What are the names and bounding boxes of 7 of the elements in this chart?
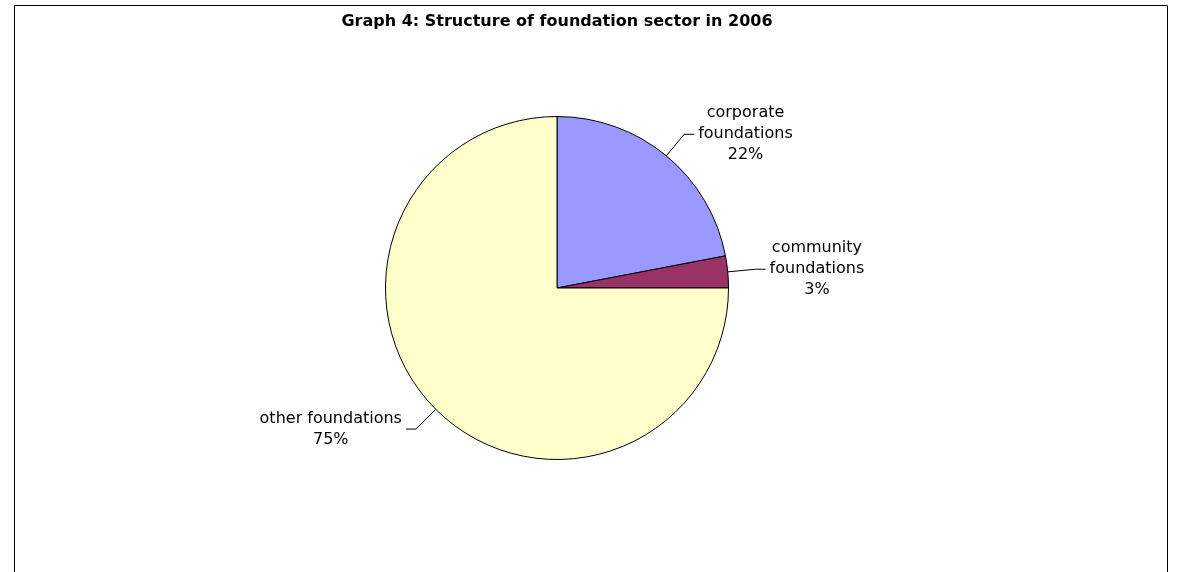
data-label: 75% — [312, 428, 349, 448]
chart-title: Graph 4: Structure of foundation sector in 2006 — [341, 11, 773, 31]
data-label: 3% — [804, 279, 830, 299]
slice-label: corporate foundations — [698, 102, 793, 143]
slice-label: other foundations — [259, 407, 402, 427]
data-label: 22% — [727, 144, 764, 164]
slice-label: community foundations — [769, 237, 865, 278]
